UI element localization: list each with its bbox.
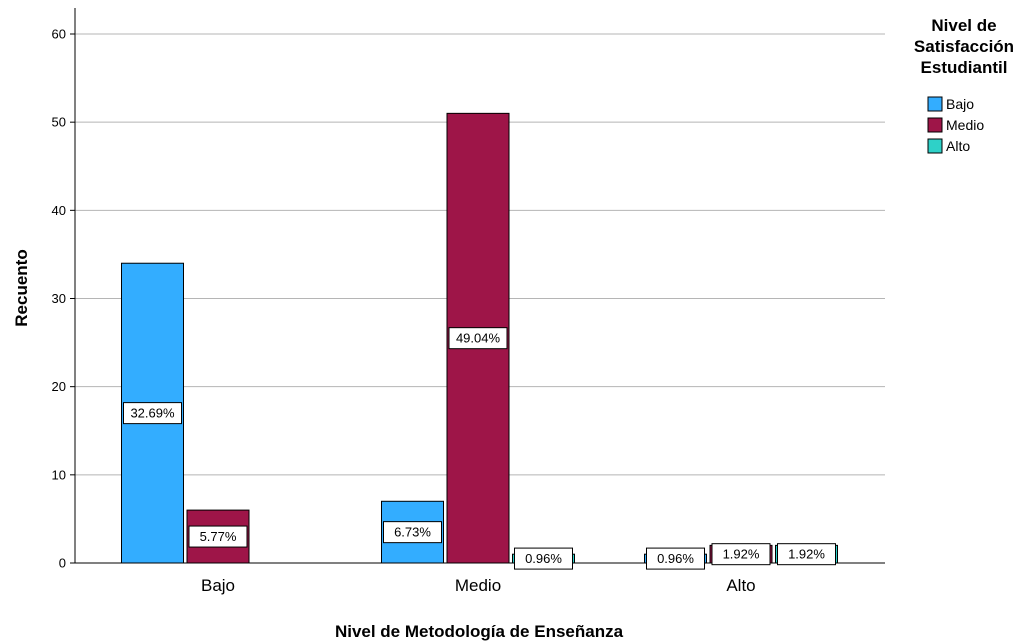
data-label-box bbox=[383, 521, 442, 544]
legend-swatch-alto bbox=[927, 138, 943, 154]
data-label-box bbox=[123, 402, 182, 425]
y-tick-label-60: 60 bbox=[52, 27, 66, 42]
data-label-alto-alto: 1.92% bbox=[777, 543, 836, 566]
data-label-text: 0.96% bbox=[525, 551, 562, 566]
data-label-text: 32.69% bbox=[130, 406, 175, 421]
legend-swatch-medio bbox=[927, 117, 943, 133]
legend-item-bajo: Bajo bbox=[927, 96, 974, 112]
legend-label-bajo: Bajo bbox=[946, 96, 974, 112]
data-label-text: 5.77% bbox=[200, 529, 237, 544]
legend-label-alto: Alto bbox=[946, 138, 970, 154]
y-tick-label-50: 50 bbox=[52, 115, 66, 130]
legend-title-line-3: Estudiantil bbox=[921, 58, 1008, 77]
data-label-box bbox=[711, 543, 771, 566]
y-axis-title: Recuento bbox=[12, 249, 31, 326]
y-tick-label-40: 40 bbox=[52, 203, 66, 218]
legend-title-line-2: Satisfacción bbox=[914, 37, 1014, 56]
x-tick-label-bajo: Bajo bbox=[201, 576, 235, 595]
y-tick-label-0: 0 bbox=[59, 556, 66, 571]
y-tick-label-10: 10 bbox=[52, 467, 66, 482]
data-label-bajo-medio: 5.77% bbox=[188, 525, 248, 548]
data-label-text: 1.92% bbox=[788, 547, 825, 562]
y-tick-label-30: 30 bbox=[52, 291, 66, 306]
data-label-box bbox=[646, 547, 705, 570]
data-label-bajo-bajo: 32.69% bbox=[123, 402, 182, 425]
legend-item-medio: Medio bbox=[927, 117, 984, 133]
data-label-text: 1.92% bbox=[723, 547, 760, 562]
legend-label-medio: Medio bbox=[946, 117, 984, 133]
legend-swatch-bajo bbox=[927, 96, 943, 112]
legend-title-line-1: Nivel de bbox=[931, 16, 996, 35]
data-label-box bbox=[777, 543, 836, 566]
data-label-text: 0.96% bbox=[657, 551, 694, 566]
x-tick-label-alto: Alto bbox=[726, 576, 755, 595]
x-tick-label-medio: Medio bbox=[455, 576, 501, 595]
data-label-box bbox=[514, 547, 573, 570]
data-label-alto-medio: 1.92% bbox=[711, 543, 771, 566]
data-label-medio-medio: 49.04% bbox=[448, 327, 508, 350]
axes: 0 10 20 30 40 50 60 Bajo Medio Alto bbox=[52, 8, 885, 595]
data-labels: 32.69% 5.77% 6.73% 49.04% 0.96% 0.96% 1.92% 1.9… bbox=[123, 327, 836, 570]
data-label-medio-alto: 0.96% bbox=[514, 547, 573, 570]
legend-item-alto: Alto bbox=[927, 138, 970, 154]
data-label-text: 6.73% bbox=[394, 525, 431, 540]
legend: Nivel de Satisfacción Estudiantil Bajo Medio… bbox=[914, 16, 1014, 154]
data-label-box bbox=[188, 525, 248, 548]
data-label-medio-bajo: 6.73% bbox=[383, 521, 442, 544]
y-tick-label-20: 20 bbox=[52, 379, 66, 394]
x-axis-title: Nivel de Metodología de Enseñanza bbox=[335, 622, 624, 641]
data-label-alto-bajo: 0.96% bbox=[646, 547, 705, 570]
data-label-text: 49.04% bbox=[456, 331, 501, 346]
data-label-box bbox=[448, 327, 508, 350]
